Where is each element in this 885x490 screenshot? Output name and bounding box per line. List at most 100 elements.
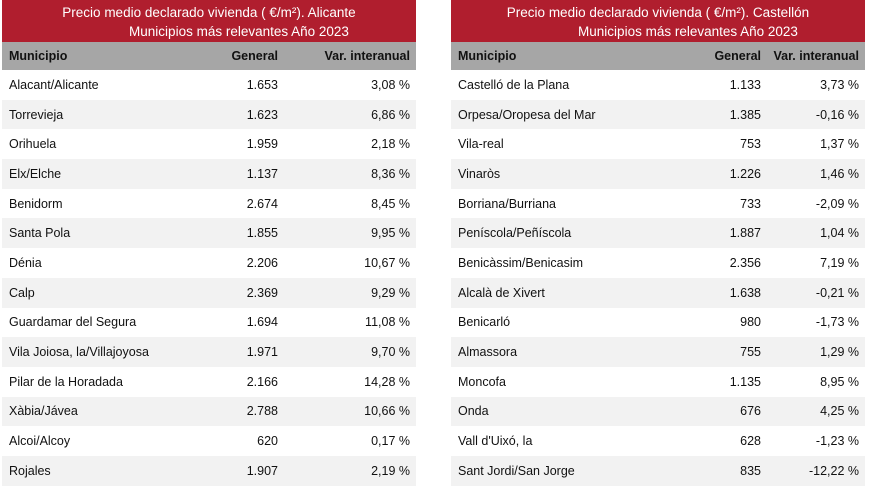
municipio-cell: Elx/Elche xyxy=(9,166,62,181)
var-interanual-cell: 1,29 % xyxy=(820,345,859,360)
column-header: Var. interanual xyxy=(324,49,410,63)
var-interanual-cell: 1,04 % xyxy=(820,226,859,241)
municipio-cell: Vall d'Uixó, la xyxy=(458,434,533,449)
table-body: Castelló de la Plana 1.133 3,73 % Orpesa/Or… xyxy=(451,70,865,486)
table-row: Alacant/Alicante 1.653 3,08 % xyxy=(2,70,416,100)
general-cell: 1.133 xyxy=(729,77,761,92)
municipio-cell: Vinaròs xyxy=(458,166,501,181)
subtitle-line: Municipios más relevantes Año 2023 xyxy=(578,24,798,39)
municipio-cell: Vila-real xyxy=(458,137,504,152)
var-interanual-cell: 11,08 % xyxy=(365,315,410,330)
municipio-cell: Xàbia/Jávea xyxy=(9,404,78,419)
alicante-table: Precio medio declarado vivienda ( €/m²).… xyxy=(2,0,416,486)
municipio-cell: Sant Jordi/San Jorge xyxy=(458,463,575,478)
var-interanual-cell: 9,95 % xyxy=(371,226,410,241)
general-cell: 1.959 xyxy=(246,137,278,152)
table-row: Vila Joiosa, la/Villajoyosa 1.971 9,70 % xyxy=(2,337,416,367)
municipio-cell: Benicarló xyxy=(458,315,511,330)
municipio-cell: Torrevieja xyxy=(9,107,64,122)
var-interanual-cell: 6,86 % xyxy=(371,107,410,122)
general-cell: 1.855 xyxy=(246,226,278,241)
var-interanual-cell: 10,67 % xyxy=(364,255,410,270)
municipio-cell: Pilar de la Horadada xyxy=(9,374,123,389)
general-cell: 628 xyxy=(740,434,761,449)
general-cell: 2.356 xyxy=(729,255,761,270)
table-row: Alcalà de Xivert 1.638 -0,21 % xyxy=(451,277,865,308)
general-cell: 2.369 xyxy=(246,285,278,300)
general-cell: 980 xyxy=(740,315,761,330)
var-interanual-cell: -0,16 % xyxy=(815,107,859,122)
table-title: Precio medio declarado vivienda ( €/m²).… xyxy=(451,0,865,42)
general-cell: 1.887 xyxy=(729,226,761,241)
castellon-table: Precio medio declarado vivienda ( €/m²).… xyxy=(451,0,865,486)
var-interanual-cell: 8,95 % xyxy=(820,374,859,389)
table-row: Dénia 2.206 10,67 % xyxy=(2,248,416,278)
municipio-cell: Peníscola/Peñíscola xyxy=(458,226,572,241)
var-interanual-cell: 3,08 % xyxy=(371,77,410,92)
municipio-cell: Guardamar del Segura xyxy=(9,315,137,330)
var-interanual-cell: 4,25 % xyxy=(820,404,859,419)
table-row: Almassora 755 1,29 % xyxy=(451,337,865,367)
general-cell: 1.694 xyxy=(246,315,278,330)
table-row: Benicarló 980 -1,73 % xyxy=(451,308,865,338)
column-headers: Municipio General Var. interanual xyxy=(2,42,416,70)
table-row: Orpesa/Oropesa del Mar 1.385 -0,16 % xyxy=(451,99,865,130)
municipio-cell: Benicàssim/Benicasim xyxy=(458,255,584,270)
table-row: Vinaròs 1.226 1,46 % xyxy=(451,159,865,189)
var-interanual-cell: 2,19 % xyxy=(371,463,410,478)
var-interanual-cell: 10,66 % xyxy=(364,404,410,419)
municipio-cell: Orpesa/Oropesa del Mar xyxy=(458,107,596,122)
var-interanual-cell: 3,73 % xyxy=(820,77,859,92)
var-interanual-cell: -0,21 % xyxy=(815,285,859,300)
table-row: Orihuela 1.959 2,18 % xyxy=(2,129,416,159)
municipio-cell: Almassora xyxy=(458,345,518,360)
var-interanual-cell: 8,45 % xyxy=(371,196,410,211)
municipio-cell: Onda xyxy=(458,404,489,419)
table-row: Onda 676 4,25 % xyxy=(451,396,865,427)
column-headers: Municipio General Var. interanual xyxy=(451,42,865,70)
municipio-cell: Alcoi/Alcoy xyxy=(9,434,71,449)
column-header: General xyxy=(714,49,761,63)
var-interanual-cell: 9,29 % xyxy=(371,285,410,300)
var-interanual-cell: 14,28 % xyxy=(364,374,410,389)
var-interanual-cell: -1,23 % xyxy=(815,434,859,449)
municipio-cell: Alcalà de Xivert xyxy=(458,285,545,300)
var-interanual-cell: 9,70 % xyxy=(371,345,410,360)
var-interanual-cell: 1,46 % xyxy=(820,166,859,181)
table-body: Alacant/Alicante 1.653 3,08 % Torrevieja 1.6… xyxy=(2,70,416,486)
municipio-cell: Vila Joiosa, la/Villajoyosa xyxy=(9,345,149,360)
municipio-cell: Santa Pola xyxy=(9,226,71,241)
municipio-cell: Castelló de la Plana xyxy=(458,77,570,92)
var-interanual-cell: 2,18 % xyxy=(371,137,410,152)
table-row: Peníscola/Peñíscola 1.887 1,04 % xyxy=(451,218,865,249)
general-cell: 1.907 xyxy=(246,463,278,478)
table-row: Alcoi/Alcoy 620 0,17 % xyxy=(2,426,416,456)
table-row: Pilar de la Horadada 2.166 14,28 % xyxy=(2,367,416,397)
general-cell: 2.166 xyxy=(246,374,278,389)
general-cell: 1.226 xyxy=(729,166,761,181)
general-cell: 733 xyxy=(740,196,761,211)
table-row: Santa Pola 1.855 9,95 % xyxy=(2,218,416,249)
general-cell: 676 xyxy=(740,404,761,419)
table-row: Xàbia/Jávea 2.788 10,66 % xyxy=(2,396,416,427)
municipio-cell: Calp xyxy=(9,285,35,300)
general-cell: 620 xyxy=(257,434,278,449)
table-row: Calp 2.369 9,29 % xyxy=(2,277,416,308)
general-cell: 1.135 xyxy=(729,374,761,389)
municipio-cell: Benidorm xyxy=(9,196,63,211)
subtitle-line: Municipios más relevantes Año 2023 xyxy=(129,24,349,39)
table-row: Vall d'Uixó, la 628 -1,23 % xyxy=(451,426,865,456)
general-cell: 1.638 xyxy=(729,285,761,300)
general-cell: 1.385 xyxy=(729,107,761,122)
var-interanual-cell: 0,17 % xyxy=(371,434,410,449)
table-title: Precio medio declarado vivienda ( €/m²).… xyxy=(2,0,416,42)
general-cell: 2.206 xyxy=(246,255,278,270)
table-row: Rojales 1.907 2,19 % xyxy=(2,455,416,486)
table-row: Guardamar del Segura 1.694 11,08 % xyxy=(2,308,416,338)
title-line: Precio medio declarado vivienda ( €/m²).… xyxy=(506,5,810,20)
column-header: Municipio xyxy=(9,49,68,63)
var-interanual-cell: 1,37 % xyxy=(820,137,859,152)
municipio-cell: Alacant/Alicante xyxy=(9,77,99,92)
var-interanual-cell: -2,09 % xyxy=(815,196,859,211)
municipio-cell: Orihuela xyxy=(9,137,57,152)
